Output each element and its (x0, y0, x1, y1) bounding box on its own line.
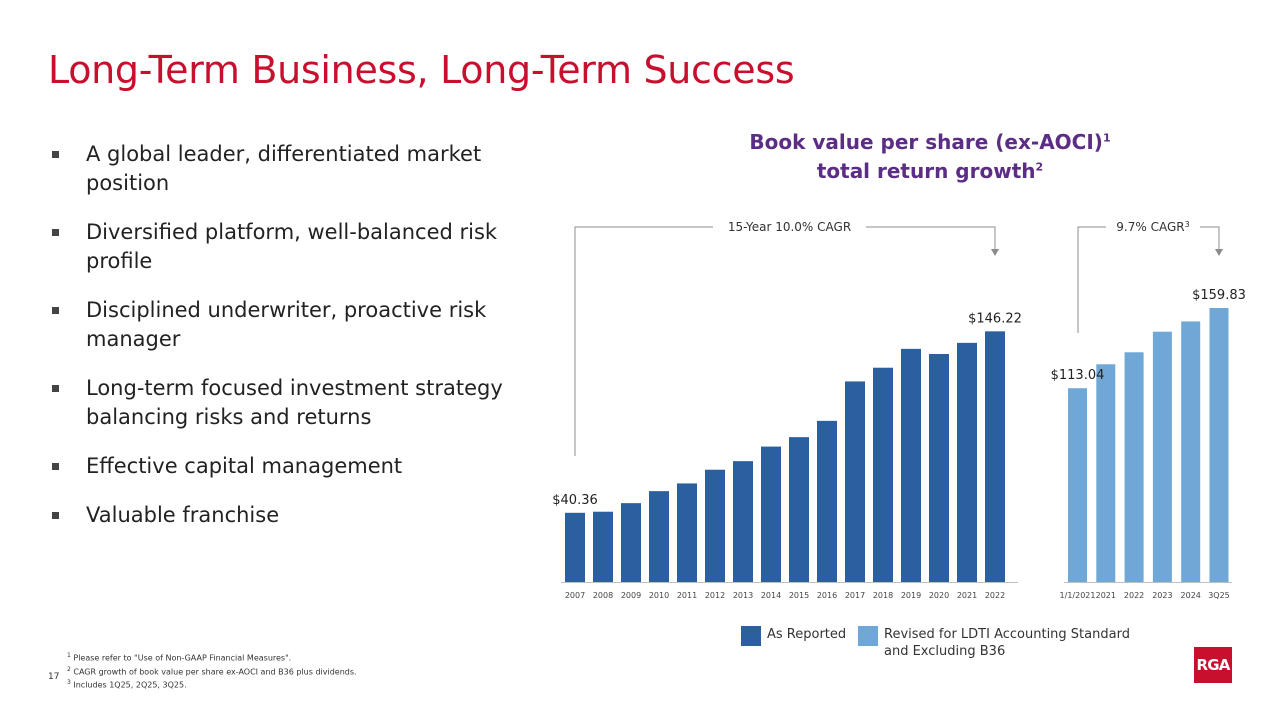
square-bullet-icon (52, 307, 59, 314)
bar (677, 483, 697, 582)
x-tick-label: 2017 (845, 591, 865, 600)
cagr-label: 15-Year 10.0% CAGR (728, 220, 851, 234)
footnotes: 1 Please refer to "Use of Non-GAAP Finan… (67, 650, 357, 691)
bar (1124, 352, 1144, 582)
bar (1096, 364, 1116, 582)
data-label: $113.04 (1051, 368, 1105, 383)
arrow-down-icon (1215, 249, 1223, 256)
bullet-item: Long-term focused investment strategy ba… (52, 374, 532, 432)
chart-title-line-1: Book value per share (ex-AOCI)1 (749, 130, 1111, 154)
x-tick-label: 2016 (817, 591, 837, 600)
square-bullet-icon (52, 229, 59, 236)
bar (817, 420, 837, 582)
bar (733, 461, 753, 582)
bullet-text: Diversified platform, well-balanced risk… (86, 220, 498, 273)
data-label: $159.83 (1192, 288, 1246, 303)
x-tick-label: 2009 (621, 591, 641, 600)
x-tick-label: 2020 (929, 591, 949, 600)
bullet-item: Disciplined underwriter, proactive risk … (52, 296, 532, 354)
bar (929, 354, 949, 582)
bar (1181, 321, 1201, 582)
bullet-item: Diversified platform, well-balanced risk… (52, 218, 532, 276)
x-tick-label: 2008 (593, 591, 613, 600)
x-tick-label: 2021 (1096, 591, 1116, 600)
bullet-text: A global leader, differentiated market p… (86, 142, 482, 195)
bullet-item: Effective capital management (52, 452, 532, 481)
arrow-down-icon (991, 249, 999, 256)
cagr-bracket-line (574, 226, 713, 456)
x-tick-label: 2022 (1124, 591, 1144, 600)
footnote: 1 Please refer to "Use of Non-GAAP Finan… (67, 652, 292, 663)
cagr-bracket-line (1077, 226, 1106, 333)
x-tick-label: 2018 (873, 591, 893, 600)
bullet-item: Valuable franchise (52, 501, 532, 530)
page-title: Long-Term Business, Long-Term Success (48, 48, 795, 92)
cagr-label: 9.7% CAGR3 (1116, 220, 1189, 235)
bar (1209, 308, 1229, 582)
x-tick-label: 2015 (789, 591, 809, 600)
x-tick-label: 2021 (957, 591, 977, 600)
x-tick-label: 2019 (901, 591, 921, 600)
x-tick-label: 2023 (1152, 591, 1172, 600)
x-tick-label: 2012 (705, 591, 725, 600)
chart-title-line-2: total return growth2 (816, 159, 1044, 183)
cagr-bracket-line (1200, 226, 1220, 250)
x-tick-label: 2024 (1181, 591, 1201, 600)
square-bullet-icon (52, 385, 59, 392)
bar (593, 511, 613, 582)
chart-title: Book value per share (ex-AOCI)1 total re… (700, 128, 1160, 186)
x-tick-label: 3Q25 (1208, 591, 1230, 600)
x-tick-label: 2011 (677, 591, 697, 600)
legend-swatch-dark-blue (741, 626, 761, 646)
x-tick-label: 1/1/2021 (1060, 591, 1096, 600)
bullet-text: Valuable franchise (86, 503, 280, 527)
bullet-text: Long-term focused investment strategy ba… (86, 376, 503, 429)
bullet-item: A global leader, differentiated market p… (52, 140, 532, 198)
data-label: $40.36 (552, 493, 598, 508)
bar (621, 503, 641, 582)
bar (789, 437, 809, 582)
square-bullet-icon (52, 151, 59, 158)
cagr-bracket-line (866, 226, 996, 250)
x-tick-label: 2010 (649, 591, 669, 600)
bar (845, 381, 865, 582)
bullet-list: A global leader, differentiated market p… (52, 140, 532, 550)
bullet-text: Effective capital management (86, 454, 403, 478)
square-bullet-icon (52, 463, 59, 470)
bar (649, 491, 669, 582)
bar (565, 512, 585, 582)
bar (1068, 388, 1087, 582)
bar (1152, 331, 1172, 582)
legend-label: As Reported (767, 627, 847, 642)
x-tick-label: 2022 (985, 591, 1005, 600)
data-label: $146.22 (968, 311, 1022, 326)
rga-logo: RGA (1194, 647, 1232, 683)
bullet-text: Disciplined underwriter, proactive risk … (86, 298, 487, 351)
bar (873, 367, 893, 582)
page-number: 17 (48, 672, 60, 682)
x-tick-label: 2007 (565, 591, 585, 600)
bar (901, 348, 921, 582)
footnote: 2 CAGR growth of book value per share ex… (67, 665, 357, 677)
x-tick-label: 2014 (761, 591, 781, 600)
legend-swatch-light-blue (858, 626, 878, 646)
bar (705, 469, 725, 582)
x-tick-label: 2013 (733, 591, 753, 600)
footnote: 3 Includes 1Q25, 2Q25, 3Q25. (67, 679, 187, 690)
legend-label: Revised for LDTI Accounting Standard and… (884, 627, 1130, 659)
bar (761, 446, 781, 582)
square-bullet-icon (52, 512, 59, 519)
bar (957, 342, 977, 582)
bar (985, 331, 1005, 582)
